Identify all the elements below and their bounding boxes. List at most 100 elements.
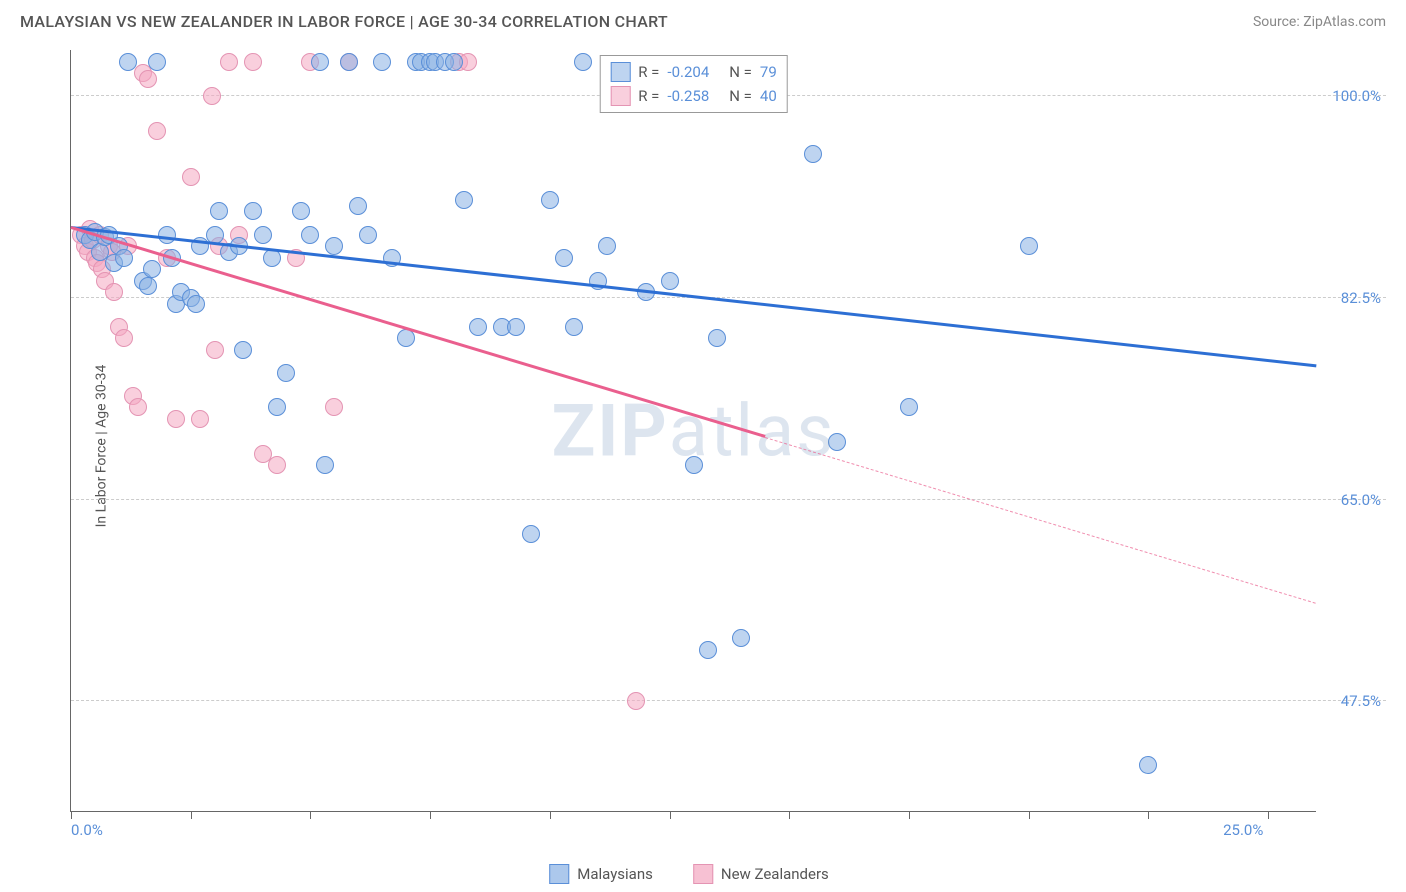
x-tick bbox=[430, 811, 431, 819]
plot-area: ZIPatlas R = -0.204N = 79R = -0.258N = 4… bbox=[70, 50, 1316, 812]
r-value: -0.258 bbox=[667, 87, 709, 105]
scatter-point bbox=[565, 318, 583, 336]
scatter-point bbox=[234, 341, 252, 359]
legend-stat-row: R = -0.204 N = 79 bbox=[610, 60, 777, 84]
x-tick bbox=[310, 811, 311, 819]
legend-swatch bbox=[549, 864, 569, 884]
scatter-point bbox=[268, 398, 286, 416]
scatter-point bbox=[555, 249, 573, 267]
source-label: Source: ZipAtlas.com bbox=[1253, 14, 1386, 30]
trend-line-dashed bbox=[765, 437, 1316, 604]
scatter-point bbox=[115, 329, 133, 347]
n-value: 40 bbox=[760, 87, 777, 105]
legend-series: Malaysians New Zealanders bbox=[549, 864, 829, 884]
scatter-point bbox=[148, 53, 166, 71]
x-tick bbox=[1148, 811, 1149, 819]
legend-label: Malaysians bbox=[577, 865, 653, 883]
y-tick-label: 100.0% bbox=[1332, 87, 1381, 105]
scatter-point bbox=[699, 641, 717, 659]
r-value: -0.204 bbox=[667, 63, 709, 81]
scatter-point bbox=[203, 87, 221, 105]
legend-swatch bbox=[610, 62, 630, 82]
n-value: 79 bbox=[760, 63, 777, 81]
scatter-point bbox=[268, 456, 286, 474]
scatter-point bbox=[292, 202, 310, 220]
scatter-point bbox=[210, 202, 228, 220]
scatter-point bbox=[574, 53, 592, 71]
legend-correlation: R = -0.204 N = 79 R = -0.258 N = 40 bbox=[599, 55, 788, 113]
scatter-point bbox=[455, 191, 473, 209]
x-tick bbox=[789, 811, 790, 819]
scatter-point bbox=[325, 237, 343, 255]
scatter-point bbox=[685, 456, 703, 474]
scatter-point bbox=[220, 53, 238, 71]
y-tick-label: 82.5% bbox=[1341, 289, 1381, 307]
x-tick bbox=[1268, 811, 1269, 819]
x-tick bbox=[1029, 811, 1030, 819]
scatter-point bbox=[105, 283, 123, 301]
x-tick-label: 0.0% bbox=[71, 821, 103, 839]
y-tick-label: 47.5% bbox=[1341, 692, 1381, 710]
x-tick bbox=[670, 811, 671, 819]
scatter-point bbox=[277, 364, 295, 382]
scatter-point bbox=[143, 260, 161, 278]
chart-container: In Labor Force | Age 30-34 ZIPatlas R = … bbox=[50, 50, 1386, 842]
scatter-point bbox=[804, 145, 822, 163]
scatter-point bbox=[900, 398, 918, 416]
grid-line bbox=[71, 499, 1386, 500]
scatter-point bbox=[445, 53, 463, 71]
x-tick bbox=[550, 811, 551, 819]
scatter-point bbox=[182, 168, 200, 186]
scatter-point bbox=[167, 410, 185, 428]
r-label: R = bbox=[638, 87, 659, 105]
x-tick bbox=[71, 811, 72, 819]
scatter-point bbox=[373, 53, 391, 71]
x-tick bbox=[191, 811, 192, 819]
scatter-point bbox=[661, 272, 679, 290]
grid-line bbox=[71, 700, 1386, 701]
scatter-point bbox=[507, 318, 525, 336]
scatter-point bbox=[244, 202, 262, 220]
scatter-point bbox=[244, 53, 262, 71]
scatter-point bbox=[598, 237, 616, 255]
scatter-point bbox=[311, 53, 329, 71]
scatter-point bbox=[325, 398, 343, 416]
scatter-point bbox=[708, 329, 726, 347]
scatter-point bbox=[301, 226, 319, 244]
scatter-point bbox=[522, 525, 540, 543]
scatter-point bbox=[732, 629, 750, 647]
legend-swatch bbox=[693, 864, 713, 884]
r-label: R = bbox=[638, 63, 659, 81]
scatter-point bbox=[359, 226, 377, 244]
scatter-point bbox=[139, 70, 157, 88]
chart-title: MALAYSIAN VS NEW ZEALANDER IN LABOR FORC… bbox=[20, 12, 668, 31]
legend-stat-row: R = -0.258 N = 40 bbox=[610, 84, 777, 108]
scatter-point bbox=[349, 197, 367, 215]
scatter-point bbox=[1020, 237, 1038, 255]
scatter-point bbox=[541, 191, 559, 209]
scatter-point bbox=[206, 341, 224, 359]
scatter-point bbox=[254, 226, 272, 244]
scatter-point bbox=[115, 249, 133, 267]
x-tick bbox=[909, 811, 910, 819]
scatter-point bbox=[191, 410, 209, 428]
legend-item: New Zealanders bbox=[693, 864, 829, 884]
scatter-point bbox=[187, 295, 205, 313]
n-label: N = bbox=[729, 63, 752, 81]
scatter-point bbox=[158, 226, 176, 244]
grid-line bbox=[71, 297, 1386, 298]
scatter-point bbox=[316, 456, 334, 474]
scatter-point bbox=[397, 329, 415, 347]
scatter-point bbox=[340, 53, 358, 71]
scatter-point bbox=[129, 398, 147, 416]
scatter-point bbox=[1139, 756, 1157, 774]
scatter-point bbox=[469, 318, 487, 336]
trend-line bbox=[71, 226, 766, 437]
scatter-point bbox=[627, 692, 645, 710]
legend-item: Malaysians bbox=[549, 864, 653, 884]
scatter-point bbox=[119, 53, 137, 71]
n-label: N = bbox=[729, 87, 752, 105]
scatter-point bbox=[148, 122, 166, 140]
x-tick-label: 25.0% bbox=[1223, 821, 1263, 839]
legend-label: New Zealanders bbox=[721, 865, 829, 883]
